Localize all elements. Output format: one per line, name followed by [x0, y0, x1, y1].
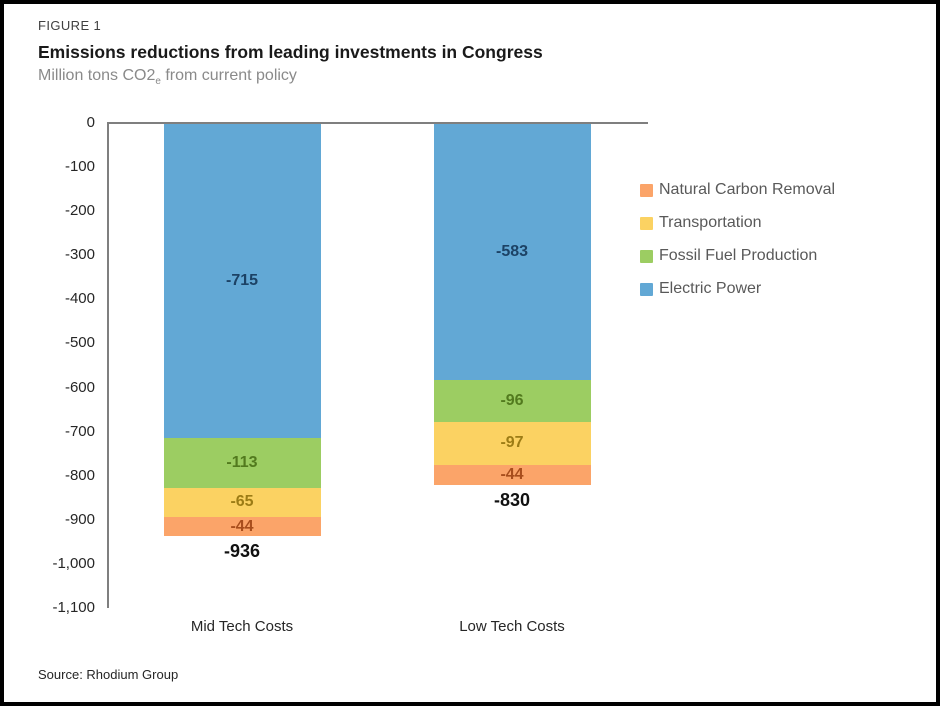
legend-item-transportation: Transportation	[640, 213, 762, 233]
legend-item-label: Electric Power	[659, 280, 762, 297]
subtitle-suffix: from current policy	[160, 67, 297, 84]
legend-item-fossil-fuel-production: Fossil Fuel Production	[640, 246, 817, 266]
page-title: Emissions reductions from leading invest…	[38, 42, 543, 62]
bar-segment-natural-carbon-removal: -44	[433, 465, 591, 485]
figure-header: FIGURE 1 Emissions reductions from leadi…	[38, 18, 543, 92]
bar-segment-transportation: -65	[163, 488, 321, 517]
legend-item-natural-carbon-removal: Natural Carbon Removal	[640, 180, 835, 200]
x-axis-category-label: Mid Tech Costs	[190, 618, 294, 635]
y-axis-line	[107, 122, 109, 608]
y-axis-tick-label: -500	[64, 334, 95, 352]
bar-segment-value: -97	[500, 434, 524, 452]
y-axis-tick-label: -700	[64, 422, 95, 440]
bar-segment-value: -96	[500, 392, 524, 410]
bar-segment-value: -44	[500, 466, 524, 484]
legend-item-electric-power: Electric Power	[640, 279, 761, 299]
legend-item-label: Transportation	[659, 214, 762, 231]
bar-segment-value: -715	[225, 272, 259, 289]
bar-segment-value: -583	[495, 243, 529, 260]
y-axis-tick-label: -300	[64, 246, 95, 264]
subtitle-subscript: e	[155, 76, 161, 88]
bar-segment-natural-carbon-removal: -44	[163, 516, 321, 537]
legend-swatch-icon	[640, 282, 653, 296]
bar-total-label: -936	[223, 541, 261, 562]
figure-subtitle: Million tons CO2e from current policy	[38, 66, 543, 92]
y-axis-tick-label: 0	[86, 114, 95, 131]
bar-segment-electric-power: -715	[163, 123, 321, 439]
y-axis-tick-label: -100	[64, 158, 95, 176]
legend-swatch-icon	[640, 183, 653, 197]
legend-item-label: Natural Carbon Removal	[659, 181, 836, 198]
bar-segment-value: -44	[230, 517, 254, 535]
bar-segment-electric-power: -583	[433, 123, 591, 381]
y-axis-tick-label: -900	[64, 510, 95, 528]
bar-segment-value: -113	[226, 454, 258, 472]
bar-segment-value: -65	[230, 493, 254, 511]
source-note: Source: Rhodium Group	[38, 667, 179, 682]
y-axis-tick-label: -1,000	[52, 554, 95, 572]
bar-segment-fossil-fuel-production: -96	[433, 380, 591, 423]
bar-total-label: -830	[493, 489, 531, 510]
subtitle-prefix: Million tons CO2	[38, 67, 156, 84]
x-axis-category-label: Low Tech Costs	[459, 618, 565, 635]
y-axis-tick-label: -800	[64, 466, 95, 484]
y-axis-tick-label: -1,100	[52, 599, 95, 616]
legend-swatch-icon	[640, 216, 653, 230]
zero-baseline	[107, 122, 648, 124]
y-axis-tick-label: -600	[64, 378, 95, 396]
y-axis-tick-label: -200	[64, 202, 95, 220]
legend-swatch-icon	[640, 249, 653, 263]
y-axis-tick-label: -400	[64, 290, 95, 308]
figure-kicker: FIGURE 1	[38, 18, 102, 33]
legend-item-label: Fossil Fuel Production	[659, 247, 818, 264]
bar-segment-fossil-fuel-production: -113	[163, 438, 321, 489]
bar-segment-transportation: -97	[433, 422, 591, 466]
